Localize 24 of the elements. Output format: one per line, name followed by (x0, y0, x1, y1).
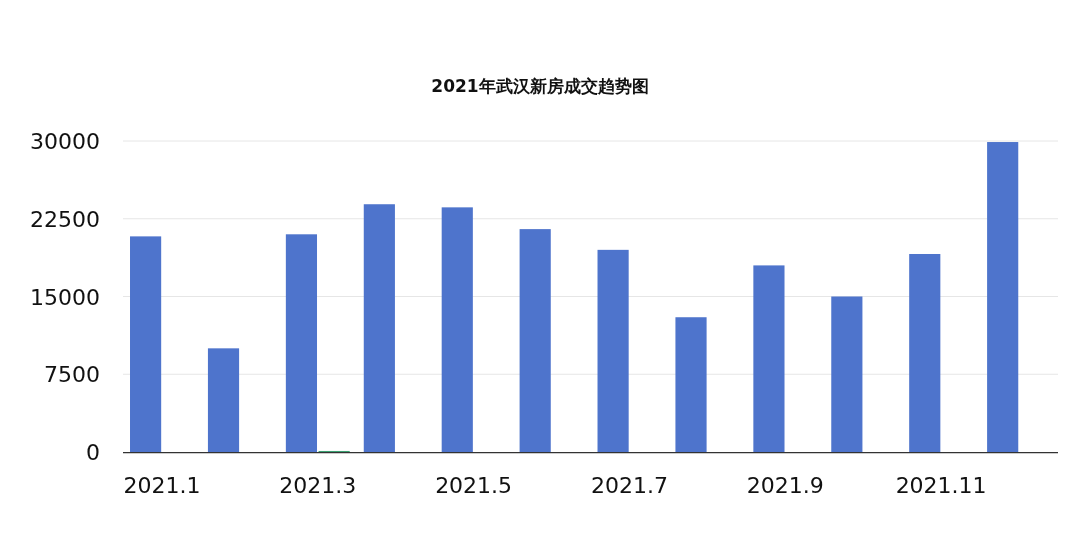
y-tick-label: 0 (86, 440, 100, 465)
bar (285, 234, 318, 452)
bar (597, 249, 629, 452)
x-tick-label: 2021.7 (590, 473, 668, 498)
y-tick-label: 7500 (44, 362, 100, 388)
bar (909, 254, 941, 452)
bar (753, 265, 785, 452)
bar (363, 204, 395, 452)
bar (441, 207, 473, 452)
bar (207, 348, 240, 452)
x-tick-label: 2021.11 (895, 473, 987, 498)
bar (130, 236, 162, 452)
x-tick-label: 2021.9 (746, 473, 824, 498)
x-tick-label: 2021.3 (279, 473, 357, 498)
bar (675, 317, 707, 452)
x-tick-label: 2021.1 (123, 473, 201, 498)
y-tick-label: 30000 (30, 129, 100, 154)
y-tick-label: 15000 (30, 284, 100, 310)
chart-title: 2021年武汉新房成交趋势图 (431, 76, 649, 96)
bar (519, 229, 551, 452)
bar (987, 142, 1019, 452)
y-tick-label: 22500 (30, 206, 100, 232)
bar (831, 296, 863, 452)
x-tick-label: 2021.5 (435, 473, 513, 498)
